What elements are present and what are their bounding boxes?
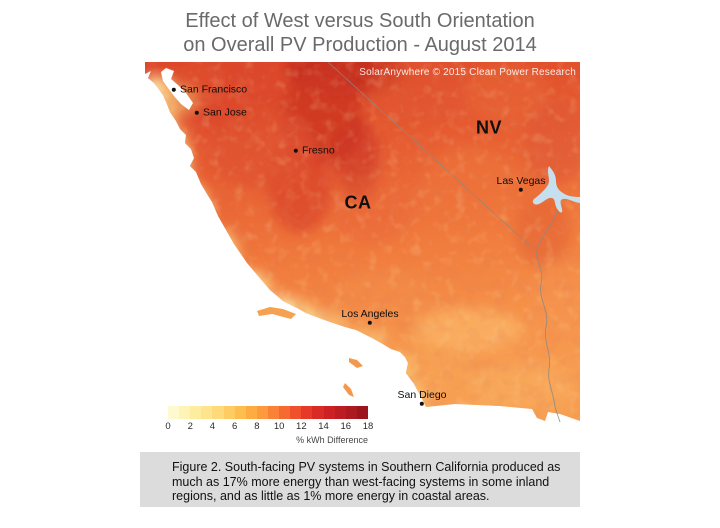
- state-label-nv: NV: [476, 118, 502, 139]
- city-label: Los Angeles: [341, 308, 398, 320]
- catalina-island: [349, 358, 363, 368]
- legend-tick-label: 12: [296, 421, 307, 432]
- caption-line: regions, and as little as 1% more energy…: [172, 489, 560, 504]
- legend-tick-label: 16: [340, 421, 351, 432]
- caption-line: Figure 2. South-facing PV systems in Sou…: [172, 460, 560, 475]
- pv-heatmap-svg: [0, 0, 720, 528]
- legend-swatch: [268, 406, 279, 419]
- legend-tick-label: 14: [318, 421, 329, 432]
- city-label: Las Vegas: [496, 175, 545, 187]
- city-label: Fresno: [302, 145, 335, 157]
- legend-swatch: [335, 406, 346, 419]
- legend-tick-label: 6: [232, 421, 237, 432]
- legend-tick-label: 10: [274, 421, 285, 432]
- legend-ticks: 024681012141618: [168, 421, 368, 432]
- land-heatmap: [140, 44, 590, 433]
- legend-tick-label: 0: [165, 421, 170, 432]
- caption-line: much as 17% more energy than west-facing…: [172, 475, 560, 490]
- city-label: San Francisco: [180, 84, 247, 96]
- legend-swatch: [190, 406, 201, 419]
- legend-swatch: [168, 406, 179, 419]
- legend-tick-label: 2: [188, 421, 193, 432]
- legend-swatch: [279, 406, 290, 419]
- figure-caption-box: Figure 2. South-facing PV systems in Sou…: [140, 452, 580, 507]
- legend-swatch: [179, 406, 190, 419]
- legend-swatch: [301, 406, 312, 419]
- legend-swatch: [324, 406, 335, 419]
- copyright-watermark: SolarAnywhere © 2015 Clean Power Researc…: [359, 67, 576, 78]
- legend-swatch: [357, 406, 368, 419]
- legend-tick-label: 8: [254, 421, 259, 432]
- legend-swatch: [257, 406, 268, 419]
- state-label-ca: CA: [345, 193, 372, 214]
- legend-swatch: [201, 406, 212, 419]
- legend-swatch: [246, 406, 257, 419]
- legend-tick-label: 18: [363, 421, 374, 432]
- legend-swatch: [290, 406, 301, 419]
- color-scale-legend: 024681012141618 % kWh Difference: [168, 406, 369, 445]
- legend-swatch: [212, 406, 223, 419]
- san-clemente-island: [343, 383, 354, 397]
- channel-islands: [257, 307, 296, 319]
- legend-colorbar: [168, 406, 368, 419]
- legend-swatch: [312, 406, 323, 419]
- legend-unit-label: % kWh Difference: [168, 435, 368, 445]
- city-label: San Diego: [397, 389, 446, 401]
- legend-tick-label: 4: [210, 421, 215, 432]
- legend-swatch: [235, 406, 246, 419]
- legend-swatch: [224, 406, 235, 419]
- figure-page: Effect of West versus South Orientation …: [0, 0, 720, 528]
- legend-swatch: [346, 406, 357, 419]
- city-label: San Jose: [203, 107, 247, 119]
